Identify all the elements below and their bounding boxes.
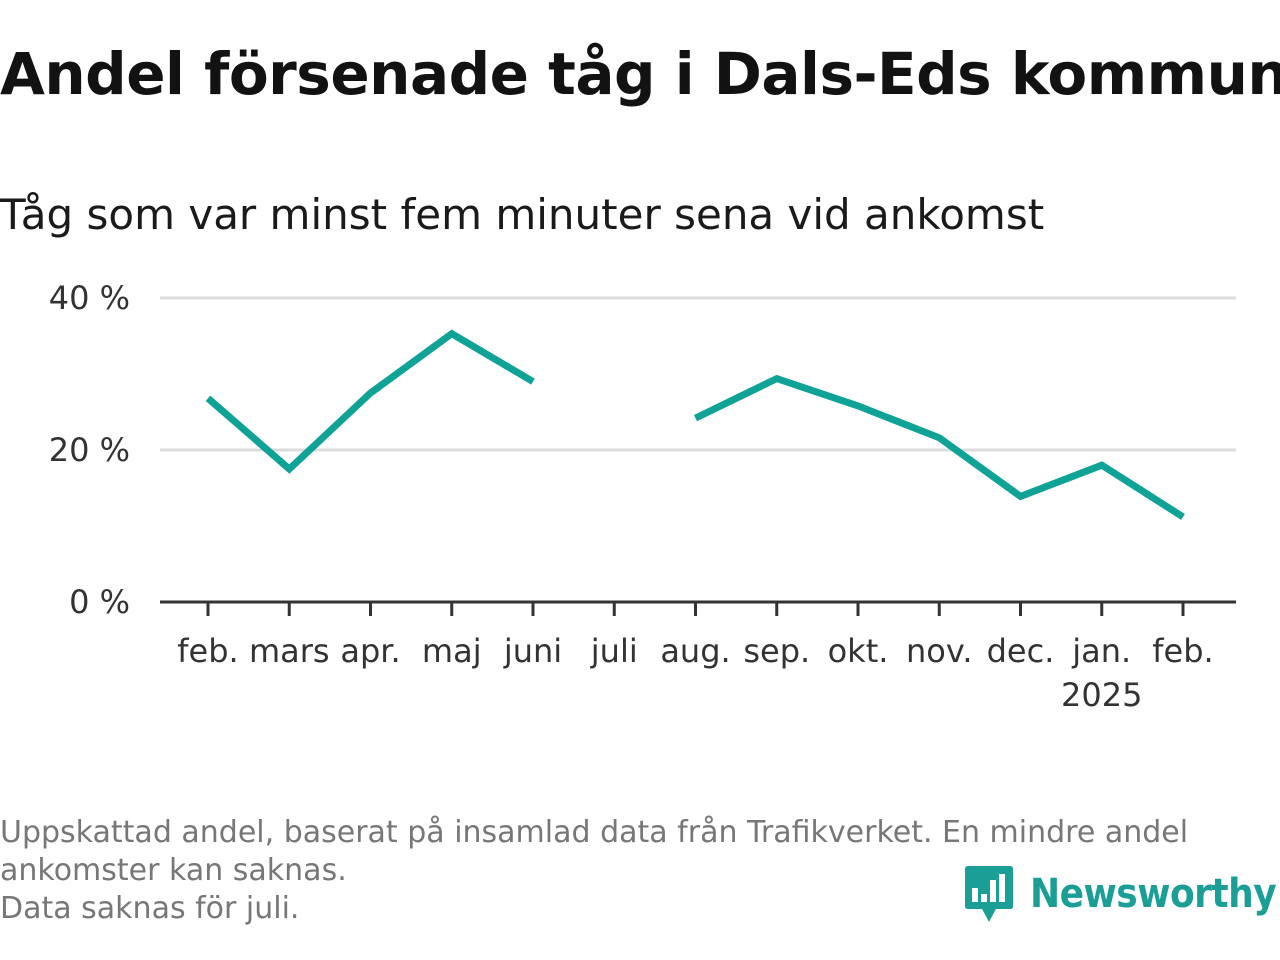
chart-subtitle: Tåg som var minst fem minuter sena vid a… — [0, 190, 1045, 239]
x-tick-label: mars — [249, 632, 330, 670]
x-tick-label: sep. — [743, 632, 810, 670]
footnote: Uppskattad andel, baserat på insamlad da… — [0, 814, 1275, 928]
y-tick-labels: 0 % 20 % 40 % — [49, 279, 130, 621]
x-tick-label: feb. — [1152, 632, 1213, 670]
grid-lines — [160, 296, 1236, 452]
x-tick-label: aug. — [660, 632, 730, 670]
x-tick-label: dec. — [987, 632, 1055, 670]
logo-text: Newsworthy — [1030, 871, 1277, 917]
series-line — [693, 374, 1185, 520]
x-axis — [160, 600, 1236, 616]
x-tick-year-label: 2025 — [1061, 676, 1142, 714]
x-tick-label: feb. — [177, 632, 238, 670]
footnote-line-2: ankomster kan saknas. — [0, 853, 347, 888]
newsworthy-logo: Newsworthy — [964, 864, 1277, 924]
footnote-line-1: Uppskattad andel, baserat på insamlad da… — [0, 815, 1189, 850]
x-tick-labels: feb. mars apr. maj juni juli aug. sep. okt. nov. d… — [177, 632, 1213, 714]
y-tick-label: 40 % — [49, 279, 130, 317]
x-tick-label: apr. — [340, 632, 400, 670]
footnote-line-3: Data saknas för juli. — [0, 891, 300, 926]
y-tick-label: 20 % — [49, 431, 130, 469]
series-line — [205, 329, 535, 474]
chart-title: Andel försenade tåg i Dals-Eds kommun — [0, 40, 1280, 108]
y-tick-label: 0 % — [69, 583, 130, 621]
line-chart: 0 % 20 % 40 % feb. mars apr. maj juni juli aug. s… — [49, 279, 1236, 714]
x-tick-label: juni — [503, 632, 562, 670]
x-tick-label: jan. — [1071, 632, 1131, 670]
x-tick-label: maj — [422, 632, 482, 670]
x-tick-label: okt. — [828, 632, 889, 670]
x-tick-label: juli — [590, 632, 638, 670]
x-tick-label: nov. — [906, 632, 972, 670]
series-lines — [205, 329, 1185, 520]
logo-icon — [965, 866, 1013, 922]
